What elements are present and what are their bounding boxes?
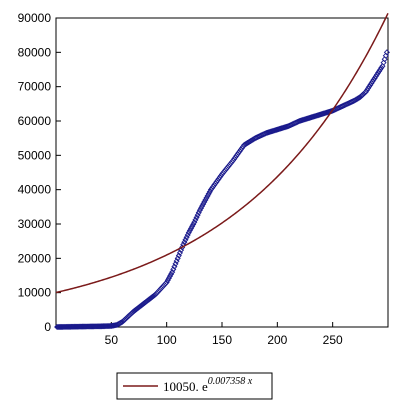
data-point <box>370 76 377 83</box>
data-point <box>366 83 373 90</box>
data-point <box>363 87 371 94</box>
data-point <box>202 196 209 204</box>
data-point <box>381 56 388 63</box>
data-point <box>380 59 387 66</box>
data-point <box>185 229 192 236</box>
plot-frame <box>55 17 389 328</box>
y-tick-label: 30000 <box>18 217 52 231</box>
data-point <box>168 271 175 278</box>
y-tick-label: 80000 <box>18 45 52 59</box>
legend-coefficient: 10050. e <box>163 379 208 394</box>
legend-exponent: 0.007358 x <box>208 376 253 387</box>
data-point <box>162 280 169 287</box>
legend-label: 10050. e0.007358 x <box>163 376 253 394</box>
data-point <box>196 207 203 214</box>
data-point <box>205 190 212 197</box>
data-point <box>190 221 197 228</box>
data-point <box>186 227 193 234</box>
data-point <box>379 63 386 70</box>
y-tick-label: 70000 <box>18 80 52 94</box>
data-point <box>206 188 213 195</box>
fit-curve <box>55 12 389 294</box>
y-tick-label: 40000 <box>18 183 52 197</box>
data-point <box>362 88 369 95</box>
data-point <box>376 68 383 75</box>
y-tick-label: 90000 <box>18 11 52 25</box>
y-tick-label: 20000 <box>18 251 52 265</box>
fit-series <box>55 12 389 294</box>
data-point <box>377 66 384 73</box>
y-tick-label: 10000 <box>18 286 52 300</box>
data-point <box>371 75 378 82</box>
y-tick-label: 50000 <box>18 148 52 162</box>
data-point <box>383 49 390 56</box>
data-point <box>163 279 170 286</box>
data-point <box>164 277 171 284</box>
data-point <box>203 194 210 201</box>
data-point <box>378 64 385 71</box>
legend: 10050. e0.007358 x <box>116 372 273 400</box>
x-tick-label: 200 <box>267 333 287 347</box>
data-point <box>373 71 380 78</box>
data-point <box>165 275 172 282</box>
x-tick-label: 150 <box>212 333 232 347</box>
data-point <box>369 78 376 85</box>
y-axis: 0 10000 20000 30000 40000 50000 60000 70000 8000… <box>18 11 61 334</box>
data-point <box>204 192 211 199</box>
data-point <box>187 225 195 232</box>
data-point <box>367 81 374 88</box>
data-point <box>200 201 207 208</box>
data-point <box>199 203 206 210</box>
data-point <box>365 85 372 92</box>
y-tick-label: 0 <box>44 320 51 334</box>
data-point <box>382 52 389 59</box>
data-point <box>368 80 375 87</box>
x-tick-label: 250 <box>323 333 343 347</box>
scatter-series <box>54 49 390 331</box>
x-axis: 50 100 150 200 250 <box>105 322 343 347</box>
plot-border <box>55 17 389 328</box>
data-point <box>375 69 382 76</box>
data-point <box>166 273 174 280</box>
data-point <box>197 205 205 212</box>
data-point <box>189 223 196 230</box>
x-tick-label: 100 <box>157 333 177 347</box>
y-tick-label: 60000 <box>18 114 52 128</box>
data-point <box>201 198 208 206</box>
x-tick-label: 50 <box>105 333 119 347</box>
data-point <box>372 73 379 80</box>
